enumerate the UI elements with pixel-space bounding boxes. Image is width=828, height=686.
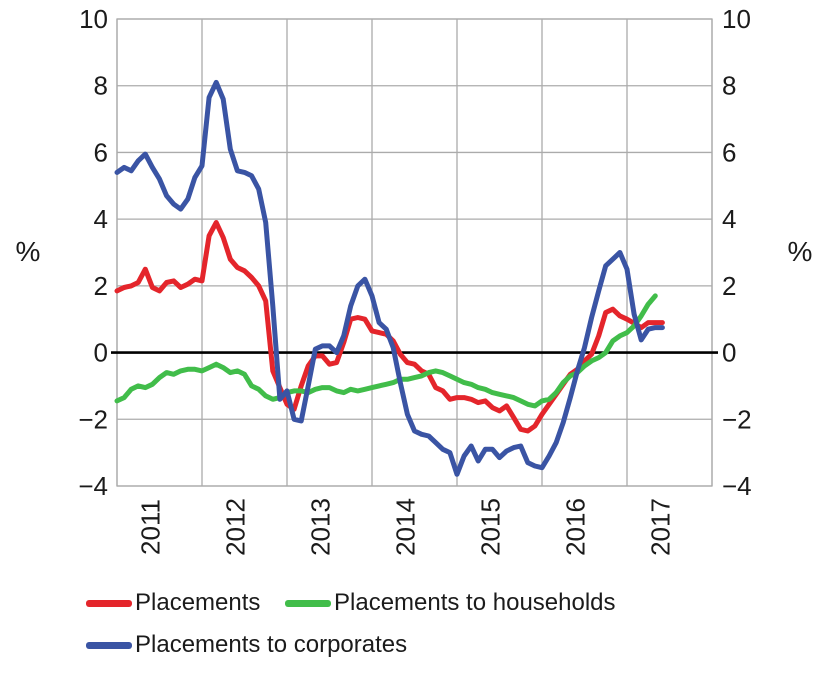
y-tick-label-right: 8 [722,71,736,101]
x-tick-label: 2014 [391,498,421,556]
y-tick-label-left: 8 [94,71,108,101]
series-line-placements [114,220,665,434]
series-line-placements-to-households [114,293,658,409]
legend-label-placements: Placements [135,589,261,616]
y-tick-label-right: −2 [722,404,752,434]
x-tick-label: 2013 [306,498,336,556]
y-tick-label-right: 2 [722,271,736,301]
y-axis-title-right: % [788,236,813,267]
y-tick-label-left: 4 [94,204,108,234]
legend-swatch-corporates [86,642,132,649]
y-tick-label-left: 0 [94,338,108,368]
x-tick-label: 2016 [561,498,591,556]
legend-swatch-households [285,600,331,607]
y-tick-label-left: 6 [94,137,108,167]
x-tick-label: 2011 [136,499,166,555]
y-tick-label-right: 4 [722,204,736,234]
x-tick-label: 2015 [476,498,506,556]
y-tick-label-left: 2 [94,271,108,301]
y-tick-label-left: 10 [79,4,108,34]
y-tick-label-left: −2 [78,404,108,434]
legend-label-households: Placements to households [334,589,616,616]
legend-label-corporates: Placements to corporates [135,631,408,658]
y-tick-label-right: 10 [722,4,751,34]
y-axis-title-left: % [16,236,41,267]
x-tick-label: 2012 [221,498,251,556]
plot-frame [116,18,713,487]
y-tick-label-right: 0 [722,338,736,368]
y-tick-label-left: −4 [78,471,108,501]
series-line-placements-to-corporates [114,79,665,477]
y-tick-label-right: −4 [722,471,752,501]
x-tick-label: 2017 [646,498,676,556]
y-tick-label-right: 6 [722,137,736,167]
legend-swatch-placements [86,600,132,607]
